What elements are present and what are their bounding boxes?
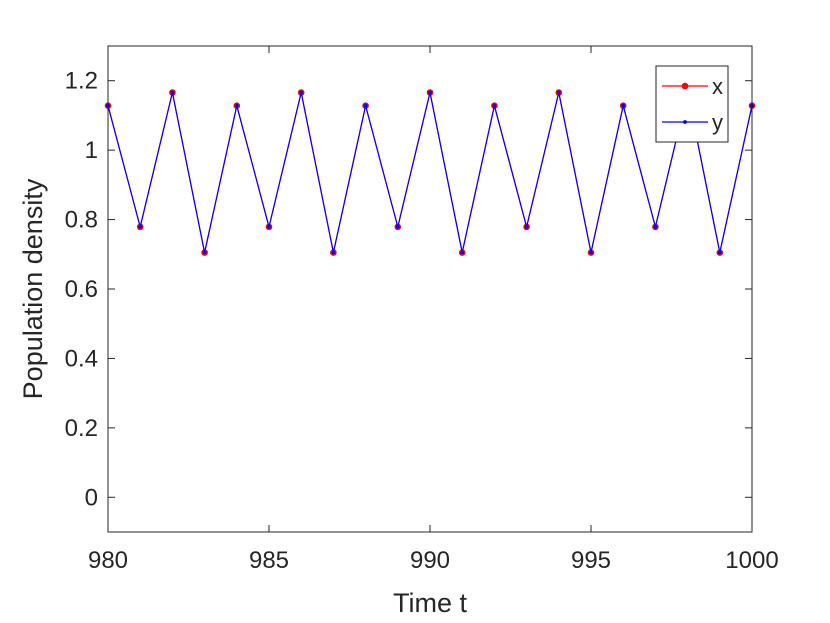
point-y-997 xyxy=(653,224,658,229)
x-tick-label: 990 xyxy=(410,547,450,574)
point-y-999 xyxy=(717,250,722,255)
x-axis-label: Time t xyxy=(393,588,467,618)
x-tick-label: 995 xyxy=(571,547,611,574)
y-tick-label: 0.8 xyxy=(65,207,98,234)
point-y-986 xyxy=(299,90,304,95)
point-y-983 xyxy=(202,250,207,255)
ticks-layer: 980 985 990 995 1000 0 0.2 0.4 0.6 0.8 1 1.2 xyxy=(65,46,779,574)
point-y-981 xyxy=(138,224,143,229)
point-y-982 xyxy=(170,90,175,95)
point-y-996 xyxy=(621,103,626,108)
point-y-987 xyxy=(331,250,336,255)
y-tick-label: 1.2 xyxy=(65,68,98,95)
y-axis-label: Population density xyxy=(18,178,48,399)
point-y-985 xyxy=(267,224,271,229)
x-tick-label: 985 xyxy=(249,547,289,574)
plot-area xyxy=(108,46,752,532)
y-tick-label: 0 xyxy=(85,484,98,511)
point-y-993 xyxy=(524,224,529,229)
x-tick-label: 980 xyxy=(88,547,128,574)
point-y-992 xyxy=(492,103,497,108)
legend-box xyxy=(655,65,729,143)
legend-entry-y: y xyxy=(662,110,723,135)
y-tick-label: 1 xyxy=(85,137,98,164)
legend-marker-x xyxy=(681,82,689,90)
legend-entry-x: x xyxy=(662,74,723,99)
series-y xyxy=(106,90,754,255)
point-y-988 xyxy=(363,103,368,108)
point-y-984 xyxy=(234,103,239,108)
legend-label-y: y xyxy=(712,110,723,135)
point-y-995 xyxy=(589,250,593,255)
point-y-994 xyxy=(556,90,561,95)
point-y-990 xyxy=(428,90,432,95)
plot-background xyxy=(108,46,752,532)
point-y-989 xyxy=(395,224,400,229)
y-tick-label: 0.2 xyxy=(65,415,98,442)
legend: xy xyxy=(655,65,729,143)
legend-label-x: x xyxy=(712,74,723,99)
x-tick-label: 1000 xyxy=(725,547,778,574)
y-tick-label: 0.6 xyxy=(65,276,98,303)
point-y-991 xyxy=(460,250,465,255)
legend-marker-y xyxy=(683,120,687,124)
y-tick-label: 0.4 xyxy=(65,345,98,372)
series-layer xyxy=(104,89,756,256)
